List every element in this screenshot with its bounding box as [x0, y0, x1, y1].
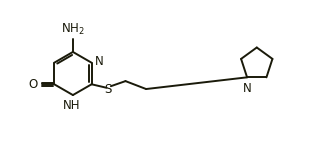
Text: S: S: [104, 82, 112, 96]
Text: NH$_2$: NH$_2$: [61, 22, 85, 37]
Text: NH: NH: [62, 99, 80, 112]
Text: O: O: [29, 78, 38, 91]
Text: N: N: [94, 55, 103, 68]
Text: N: N: [243, 82, 251, 95]
